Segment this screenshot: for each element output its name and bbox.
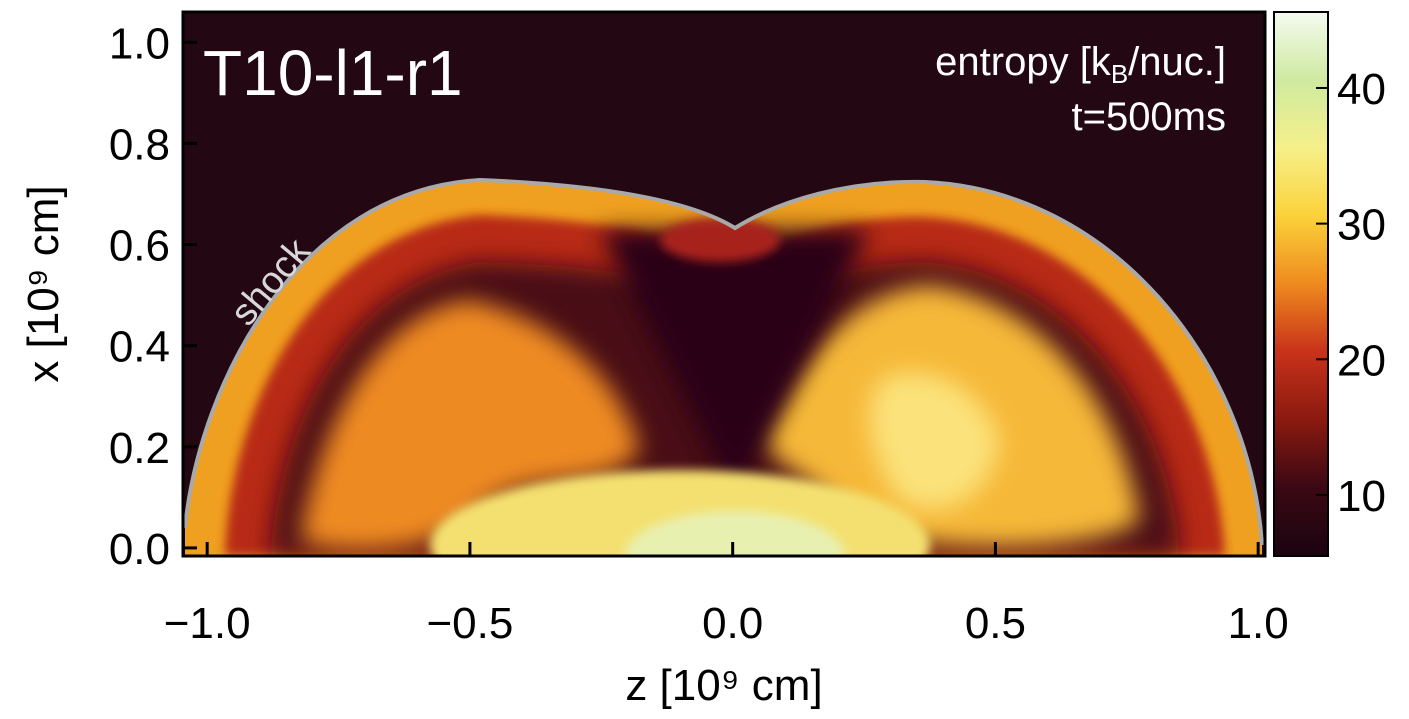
shock-line [183,177,1264,546]
colorbar-label-part: entropy [k [935,40,1112,84]
x-tick-label: −1.0 [164,599,251,648]
y-tick-label: 0.2 [109,424,170,473]
y-tick-label: 1.0 [109,19,170,68]
colorbar-label-part: B [1111,59,1128,89]
colorbar-label: entropy [kB/nuc.] [935,40,1226,89]
x-tick-label: 0.0 [702,599,763,648]
x-tick-label: −0.5 [426,599,513,648]
time-label: t=500ms [1071,95,1226,139]
colorbar-label-part: /nuc.] [1128,40,1226,84]
plot-frame [181,10,1267,558]
colorbar-tick-label: 20 [1337,336,1386,385]
x-axis-label: z [10⁹ cm] [625,661,822,710]
y-tick-label: 0.4 [109,323,170,372]
panel-title: T10-l1-r1 [203,37,463,109]
colorbar-tick-label: 30 [1337,201,1386,250]
colorbar-tick-label: 10 [1337,472,1386,521]
colorbar-tick-label: 40 [1337,65,1386,114]
y-tick-label: 0.0 [109,525,170,574]
x-tick-label: 1.0 [1228,599,1289,648]
y-tick-label: 0.8 [109,120,170,169]
x-tick-label: 0.5 [965,599,1026,648]
y-tick-label: 0.6 [109,222,170,271]
colorbar [1273,11,1329,557]
entropy-field [183,12,1265,556]
y-axis-label: x [10⁹ cm] [19,185,68,382]
